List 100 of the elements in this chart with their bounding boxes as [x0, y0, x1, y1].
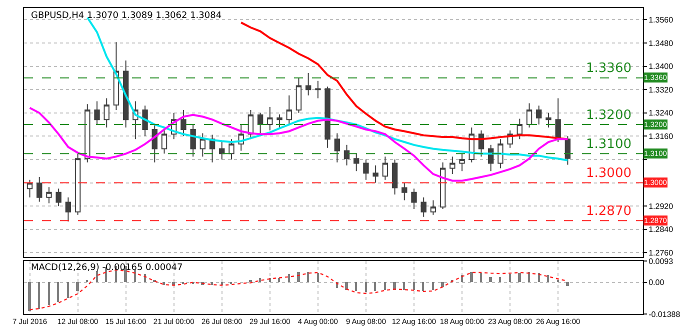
bar: [278, 278, 280, 282]
candlestick: [104, 98, 110, 128]
candlestick: [74, 153, 81, 216]
bar: [403, 282, 405, 290]
bar: [489, 277, 492, 282]
candlestick: [382, 156, 388, 180]
y-tick-label: 1.2760: [648, 248, 674, 258]
candlestick: [296, 77, 302, 114]
candlestick: [94, 100, 100, 126]
candlestick: [276, 114, 282, 128]
bar: [288, 274, 290, 282]
bar: [365, 282, 367, 292]
candlestick: [180, 109, 186, 137]
candlestick: [526, 102, 532, 128]
candlestick: [516, 118, 523, 140]
candlestick: [402, 182, 408, 201]
bar: [307, 272, 309, 282]
chart-title: GBPUSD,H4 1.3070 1.3089 1.3062 1.3084: [31, 11, 222, 21]
candlestick: [84, 104, 90, 163]
line-series: [28, 106, 569, 182]
line-series: [240, 22, 569, 140]
bar: [384, 282, 386, 290]
candlestick: [536, 105, 542, 126]
candlestick: [257, 112, 264, 134]
candlestick: [392, 158, 398, 195]
y-tick-label: 1.3400: [648, 62, 674, 72]
candlestick: [228, 138, 234, 160]
candlestick: [372, 164, 378, 184]
candlestick: [324, 86, 330, 148]
candlestick: [411, 188, 417, 210]
bar: [499, 277, 501, 282]
bar: [259, 278, 261, 282]
candlestick: [459, 153, 465, 172]
candlestick: [555, 98, 561, 143]
candlestick: [122, 60, 129, 128]
candlestick: [56, 188, 62, 207]
y-tick-label: 0.00: [648, 278, 665, 288]
bar: [566, 282, 569, 286]
bar: [48, 282, 50, 306]
bar: [422, 282, 424, 292]
y-tick-label: 1.3320: [648, 85, 674, 94]
candlestick: [420, 196, 426, 218]
bar: [470, 272, 473, 282]
candlestick: [344, 144, 350, 166]
candlestick: [430, 200, 436, 216]
bar: [432, 282, 434, 290]
candlestick: [200, 132, 206, 158]
chart-title: MACD(12,26,9) -0.00165 0.00047: [31, 263, 183, 273]
bar: [67, 282, 69, 298]
candlestick: [46, 186, 52, 204]
candlestick: [498, 138, 504, 169]
bar: [28, 282, 31, 312]
y-tick-label: 1.2920: [648, 202, 674, 211]
line-series: [86, 16, 569, 162]
candlestick: [564, 136, 571, 166]
text: 1.3360: [586, 61, 632, 76]
y-tick-label: -0.01388: [648, 310, 681, 319]
candlestick: [363, 158, 369, 180]
bar: [480, 273, 482, 282]
candlestick: [65, 196, 72, 222]
bar: [38, 282, 40, 310]
bar: [538, 273, 540, 282]
candlestick: [305, 72, 312, 96]
candlestick: [26, 179, 33, 198]
bar: [413, 282, 415, 290]
y-tick-label: 1.3240: [648, 108, 674, 118]
y-tick-label: 1.3480: [648, 38, 674, 48]
bar: [441, 282, 444, 288]
candlestick: [36, 176, 42, 202]
candlestick: [546, 112, 552, 128]
bar: [76, 282, 79, 292]
candlestick: [440, 162, 446, 210]
bar: [96, 271, 98, 282]
bar: [57, 282, 59, 302]
bar: [317, 273, 319, 282]
text: 1.3100: [586, 137, 632, 152]
bar: [518, 273, 521, 282]
text: 1.3000: [586, 166, 632, 181]
bar: [528, 272, 530, 282]
text: 1.3200: [586, 108, 632, 123]
y-tick-label: 0.0093: [648, 256, 674, 266]
bar: [374, 282, 376, 292]
text: 1.2870: [586, 204, 632, 219]
y-tick-label: 1.2840: [648, 225, 674, 234]
bar: [211, 282, 213, 286]
bar: [134, 270, 136, 282]
candlestick: [334, 132, 340, 163]
bar: [509, 274, 511, 282]
candlestick: [219, 142, 225, 160]
candlestick: [267, 106, 273, 131]
bar: [355, 282, 357, 292]
bar: [163, 282, 165, 286]
bar: [547, 275, 549, 282]
candlestick: [190, 124, 196, 158]
candlestick: [450, 156, 456, 175]
candlestick: [315, 80, 321, 99]
y-tick-label: 1.3560: [648, 15, 674, 24]
candlestick: [354, 153, 360, 172]
candlestick: [286, 94, 292, 126]
y-tick-label: 1.3160: [648, 132, 674, 141]
